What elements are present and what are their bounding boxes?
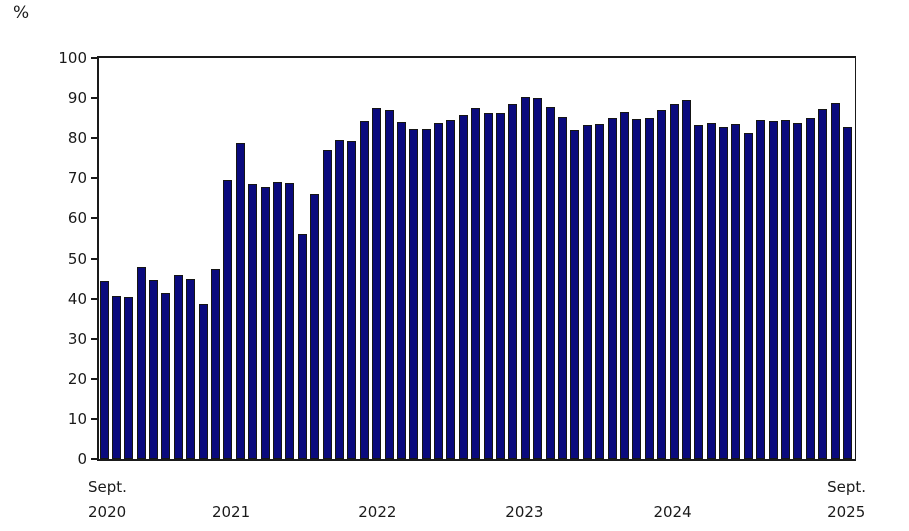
bar: [211, 269, 221, 459]
bar: [830, 103, 840, 459]
plot-area: 0 10 20 30 40 50 60 70 80 90 100: [58, 49, 856, 468]
bar: [557, 116, 567, 459]
bar: [161, 293, 171, 459]
bar: [285, 182, 295, 459]
x-tick-label: 2022: [358, 503, 397, 521]
bar: [805, 118, 815, 459]
bar: [334, 140, 344, 459]
y-tick-label: 60: [67, 209, 87, 228]
bar: [235, 143, 245, 459]
bar: [421, 128, 431, 459]
bar: [681, 100, 691, 459]
bar: [458, 114, 468, 459]
bar: [595, 123, 605, 459]
bar: [186, 278, 196, 459]
y-tick: [91, 217, 97, 220]
bar: [260, 187, 270, 459]
bar: [781, 119, 791, 459]
y-tick: [91, 458, 97, 460]
bar: [694, 124, 704, 459]
bar: [743, 132, 753, 459]
bar: [434, 122, 444, 459]
bar: [644, 118, 654, 459]
bar: [731, 123, 741, 459]
y-tick: [91, 57, 97, 59]
bar: [124, 296, 134, 459]
y-tick-label: 10: [67, 409, 87, 428]
y-tick-label: 20: [67, 369, 87, 388]
bar: [533, 97, 543, 459]
y-tick-label: 0: [77, 450, 87, 468]
bar: [372, 108, 382, 459]
bar: [483, 112, 493, 459]
bar: [136, 266, 146, 459]
bar: [149, 280, 159, 459]
bar: [619, 111, 629, 459]
bar: [409, 129, 419, 459]
bar: [657, 110, 667, 459]
bar: [632, 119, 642, 459]
bar: [706, 123, 716, 459]
bar: [607, 118, 617, 459]
bar: [272, 181, 282, 459]
bar: [719, 127, 729, 459]
y-tick-label: 80: [67, 129, 87, 148]
bar: [198, 304, 208, 459]
bar: [111, 296, 121, 459]
bar: [520, 97, 530, 459]
y-tick-label: 100: [58, 49, 87, 67]
y-tick-label: 30: [67, 329, 87, 348]
bar: [223, 179, 233, 459]
bar: [396, 122, 406, 459]
y-tick: [91, 177, 97, 180]
bar: [843, 126, 852, 459]
y-tick-label: 50: [67, 249, 87, 268]
bar: [446, 120, 456, 459]
bar: [768, 120, 778, 459]
y-tick: [91, 377, 97, 380]
y-tick: [91, 97, 97, 100]
y-tick: [91, 257, 97, 260]
y-tick: [91, 417, 97, 420]
y-tick-label: 40: [67, 289, 87, 308]
bar: [173, 275, 183, 459]
bar: [322, 150, 332, 459]
bar: [756, 120, 766, 459]
bar: [248, 184, 258, 459]
bar: [471, 108, 481, 459]
bar: [384, 110, 394, 459]
x-tick-label: 2021: [211, 503, 251, 521]
bar: [818, 109, 828, 459]
y-tick: [91, 297, 97, 300]
bar: [582, 124, 592, 459]
bar: [310, 194, 320, 459]
bar: [297, 233, 307, 459]
x-tick-label: Sept. 2020: [88, 478, 127, 521]
y-tick: [91, 337, 97, 340]
x-tick-label: 2024: [653, 503, 692, 521]
y-tick-label: 90: [67, 89, 87, 108]
bar: [347, 140, 357, 459]
bar: [508, 103, 518, 459]
bar: [496, 112, 506, 459]
y-axis-unit-label: %: [13, 3, 30, 23]
y-tick-label: 70: [67, 169, 87, 188]
x-tick-label: Sept. 2025: [827, 478, 866, 521]
bar: [793, 122, 803, 459]
bar: [359, 121, 369, 459]
bar: [99, 281, 109, 459]
bar: [545, 107, 555, 459]
x-tick-label: 2023: [505, 503, 544, 521]
bar: [669, 103, 679, 459]
bar: [570, 129, 580, 459]
y-tick: [91, 137, 97, 140]
x-axis-labels: Sept. 2020 2021 2022 2023 2024 Sept. 2025: [88, 475, 866, 527]
